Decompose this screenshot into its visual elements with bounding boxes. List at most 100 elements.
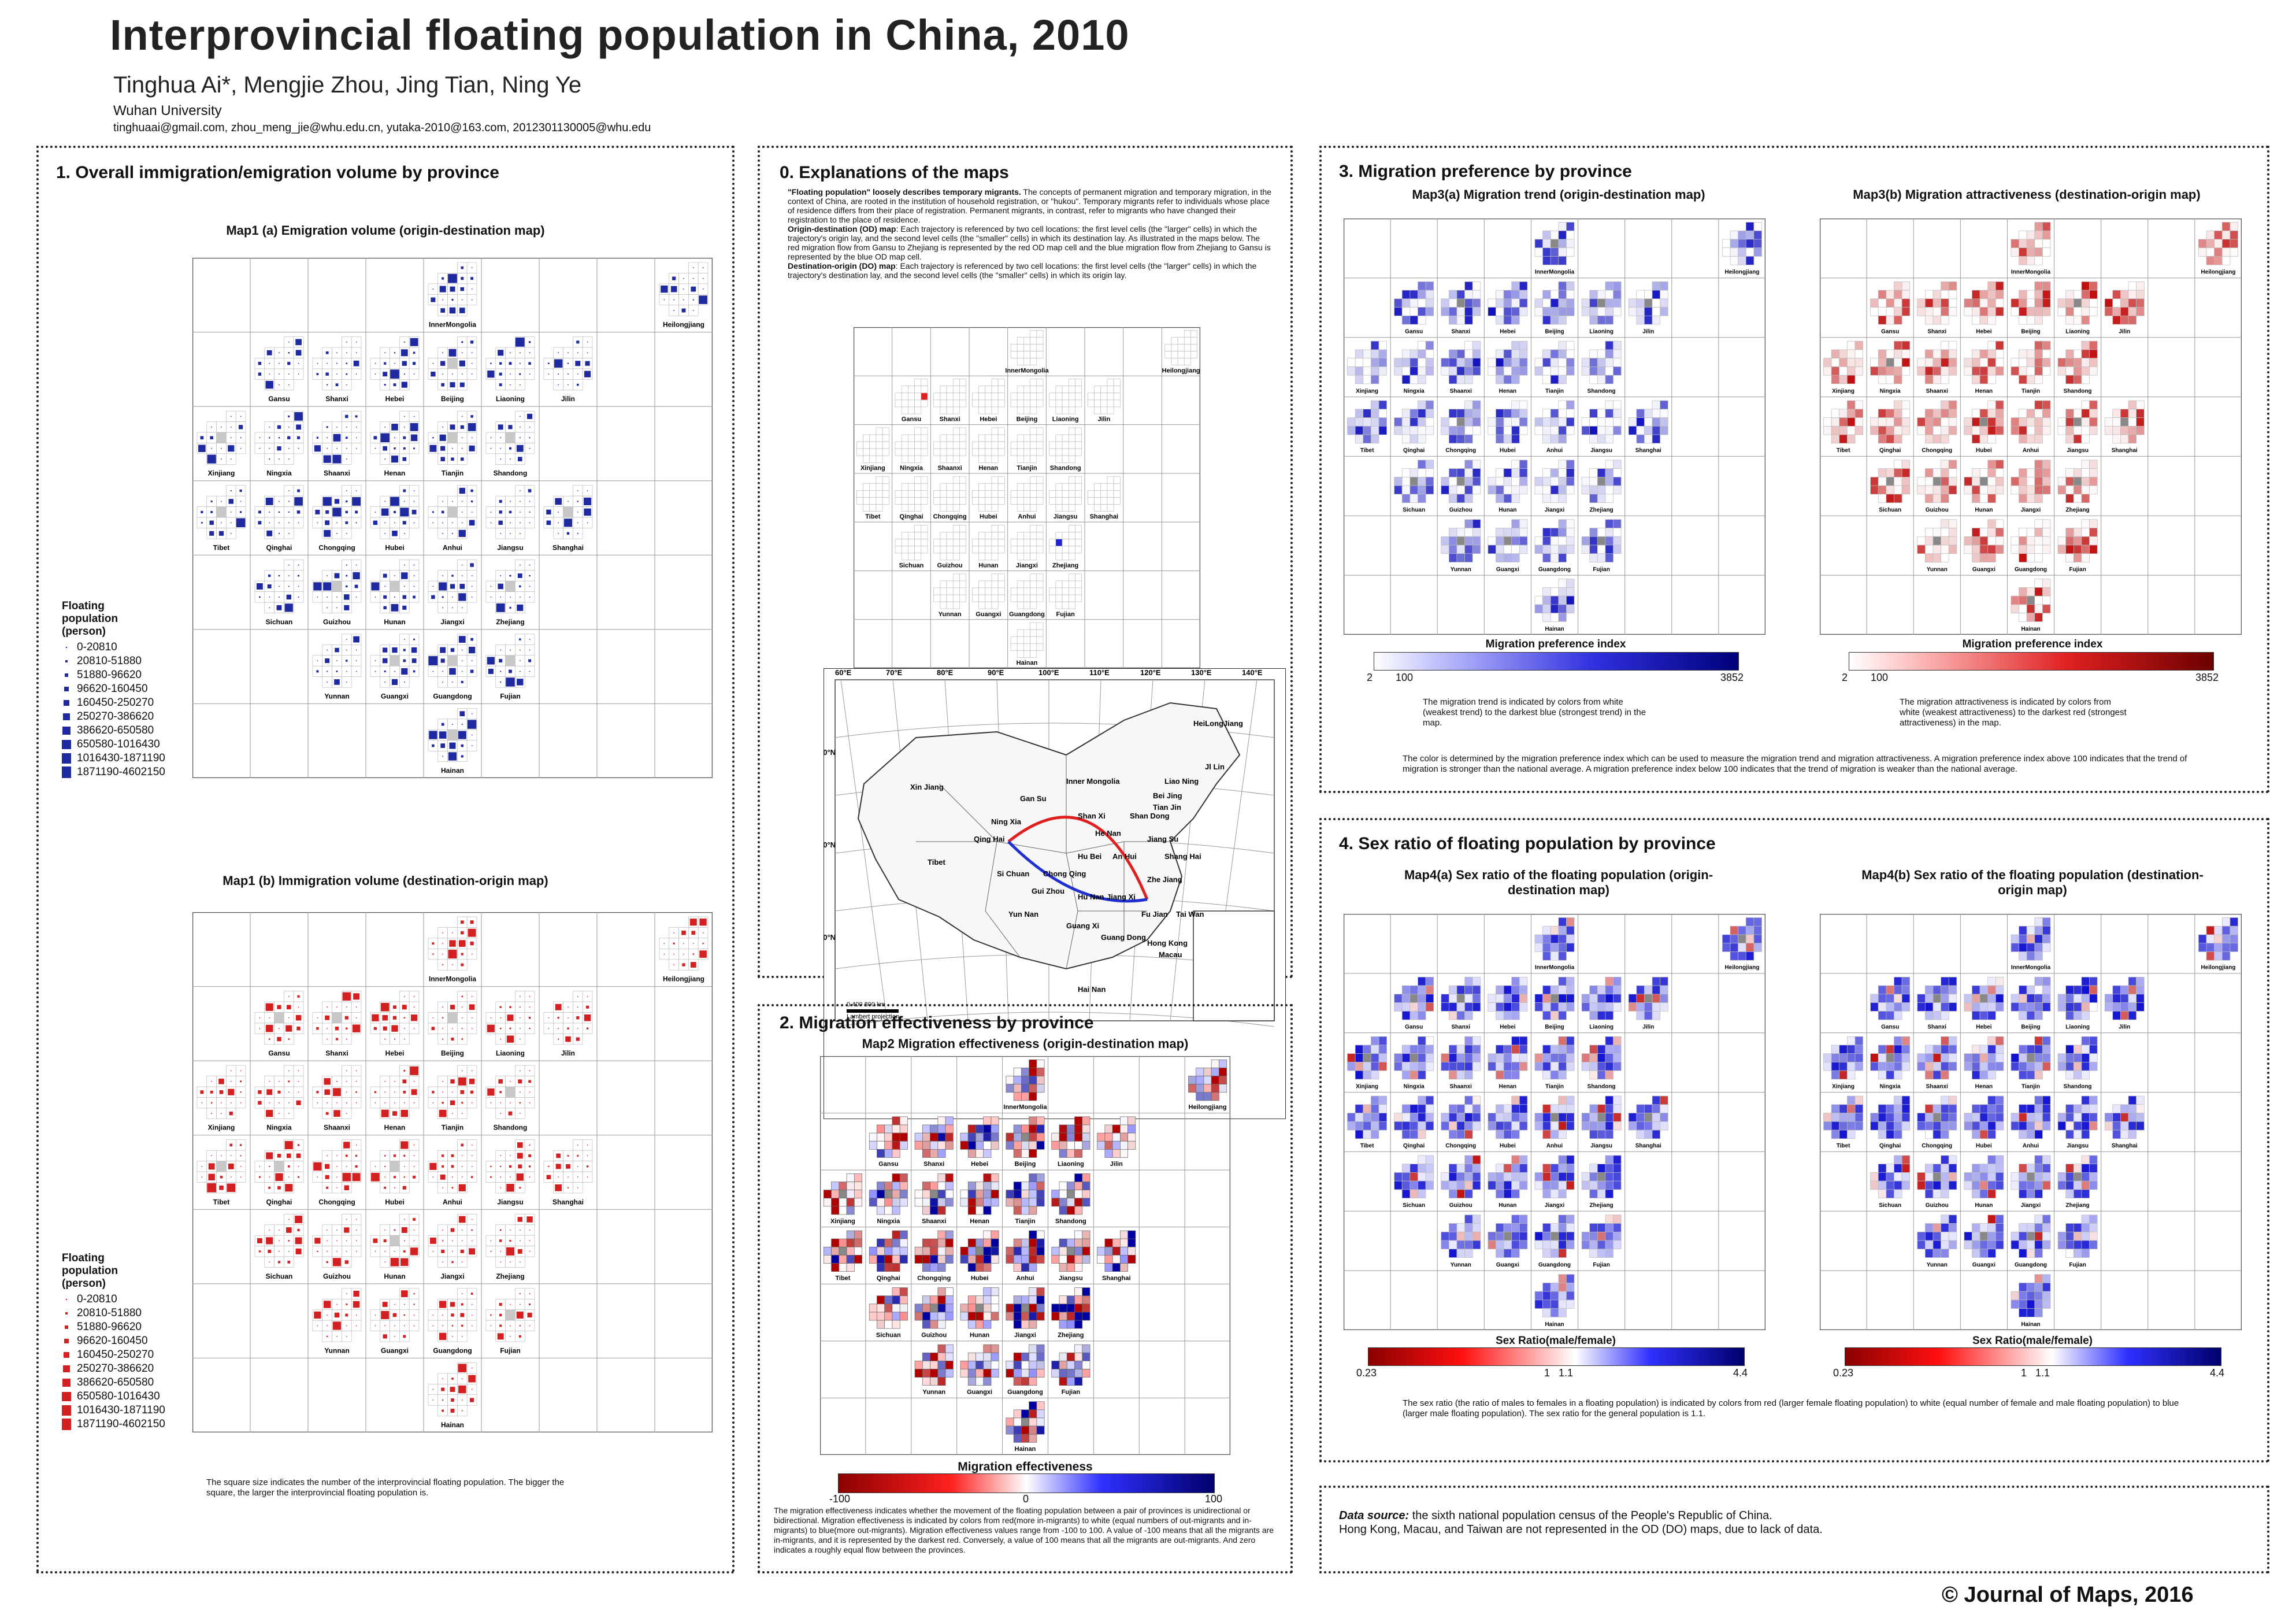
od-cell <box>1464 434 1473 444</box>
od-cell <box>2089 307 2098 316</box>
volume-square <box>343 1142 350 1149</box>
od-cell <box>2034 340 2043 350</box>
volume-square <box>413 1314 415 1316</box>
volume-square <box>277 446 281 451</box>
od-cell <box>1425 340 1434 350</box>
od-cell <box>876 504 883 512</box>
od-cell <box>1464 528 1473 537</box>
od-cell <box>1831 375 1840 384</box>
volume-square <box>508 1111 513 1116</box>
od-cell <box>1021 1352 1029 1361</box>
od-cell <box>1605 340 1613 350</box>
od-cell <box>1029 1246 1037 1256</box>
od-cell <box>1628 307 1637 316</box>
volume-square <box>558 512 559 513</box>
od-cell <box>1006 1190 1014 1199</box>
volume-square <box>392 647 398 653</box>
volume-square <box>401 572 408 579</box>
od-cell <box>1464 417 1473 427</box>
od-cell <box>940 504 947 512</box>
legend-label: 1016430-1871190 <box>77 752 165 764</box>
od-cell <box>1113 476 1121 484</box>
od-cell <box>1456 434 1465 444</box>
section3-panel: 3. Migration preference by province Map3… <box>1319 146 2269 793</box>
od-cell <box>945 1182 954 1191</box>
volume-square <box>333 1110 340 1117</box>
volume-square <box>452 1240 453 1242</box>
od-cell <box>940 455 947 463</box>
volume-square <box>277 1154 281 1158</box>
od-cell <box>1196 1068 1204 1076</box>
volume-square <box>394 1091 395 1093</box>
od-cell <box>1036 1198 1045 1207</box>
volume-square <box>520 352 521 354</box>
od-cell <box>2081 366 2090 376</box>
province-label: Shandong <box>1055 1218 1086 1225</box>
volume-square <box>400 508 409 517</box>
od-cell <box>1550 366 1559 376</box>
province-label: Henan <box>1975 388 1993 394</box>
od-cell <box>1722 247 1731 257</box>
legend-swatch <box>64 1338 69 1344</box>
od-cell <box>930 1190 939 1199</box>
od-cell <box>967 1246 976 1256</box>
od-cell <box>1941 281 1949 291</box>
od-cell <box>1878 409 1887 418</box>
od-cell <box>1519 536 1528 546</box>
od-cell <box>1371 417 1379 427</box>
volume-square <box>529 564 531 566</box>
od-cell <box>2019 290 2027 299</box>
od-cell <box>914 1255 923 1264</box>
volume-square <box>528 659 532 662</box>
od-cell <box>978 406 986 414</box>
province-label: Guangxi <box>381 692 409 700</box>
volume-square <box>404 1166 405 1167</box>
volume-square <box>198 445 206 453</box>
od-cell <box>1211 1068 1219 1076</box>
od-cell <box>2011 366 2019 376</box>
od-cell <box>1894 307 1902 316</box>
volume-square <box>558 373 559 375</box>
od-cell <box>390 580 400 592</box>
volume-square <box>432 1017 434 1019</box>
volume-square <box>394 1187 395 1188</box>
od-cell <box>1839 417 1848 427</box>
od-cell <box>882 427 889 435</box>
volume-square <box>218 531 224 536</box>
volume-square <box>500 1017 501 1019</box>
od-cell <box>983 1287 992 1297</box>
od-cell <box>1542 425 1551 435</box>
od-cell <box>975 1377 984 1386</box>
od-cell <box>1401 425 1411 435</box>
legend-item: 1016430-1871190 <box>62 751 201 765</box>
od-cell <box>2081 434 2090 444</box>
volume-square <box>587 996 588 997</box>
volume-square <box>520 384 521 386</box>
od-cell <box>1847 409 1856 418</box>
od-cell <box>1972 417 1980 427</box>
volume-square <box>442 373 443 375</box>
volume-square <box>459 360 465 366</box>
od-cell <box>1448 477 1457 486</box>
od-cell <box>1030 351 1037 359</box>
volume-square <box>555 498 562 505</box>
volume-square <box>392 1313 397 1317</box>
od-cell <box>1644 434 1653 444</box>
volume-square <box>325 510 329 514</box>
volume-square <box>257 1238 262 1243</box>
od-cell <box>945 1303 954 1313</box>
od-cell <box>1104 1140 1113 1150</box>
volume-square <box>517 1153 523 1159</box>
od-cell <box>1605 536 1613 546</box>
od-cell <box>1410 315 1418 325</box>
od-cell <box>1190 337 1198 345</box>
volume-square <box>520 1261 521 1263</box>
od-cell <box>1941 349 1949 359</box>
od-cell <box>1948 366 1957 376</box>
explanation-grid: InnerMongolia Heilongjiang Gansu Shanxi Hebe… <box>853 327 1201 669</box>
od-cell <box>1082 1361 1090 1369</box>
od-cell <box>933 399 941 408</box>
od-cell <box>901 504 908 512</box>
od-cell <box>1878 366 1887 376</box>
